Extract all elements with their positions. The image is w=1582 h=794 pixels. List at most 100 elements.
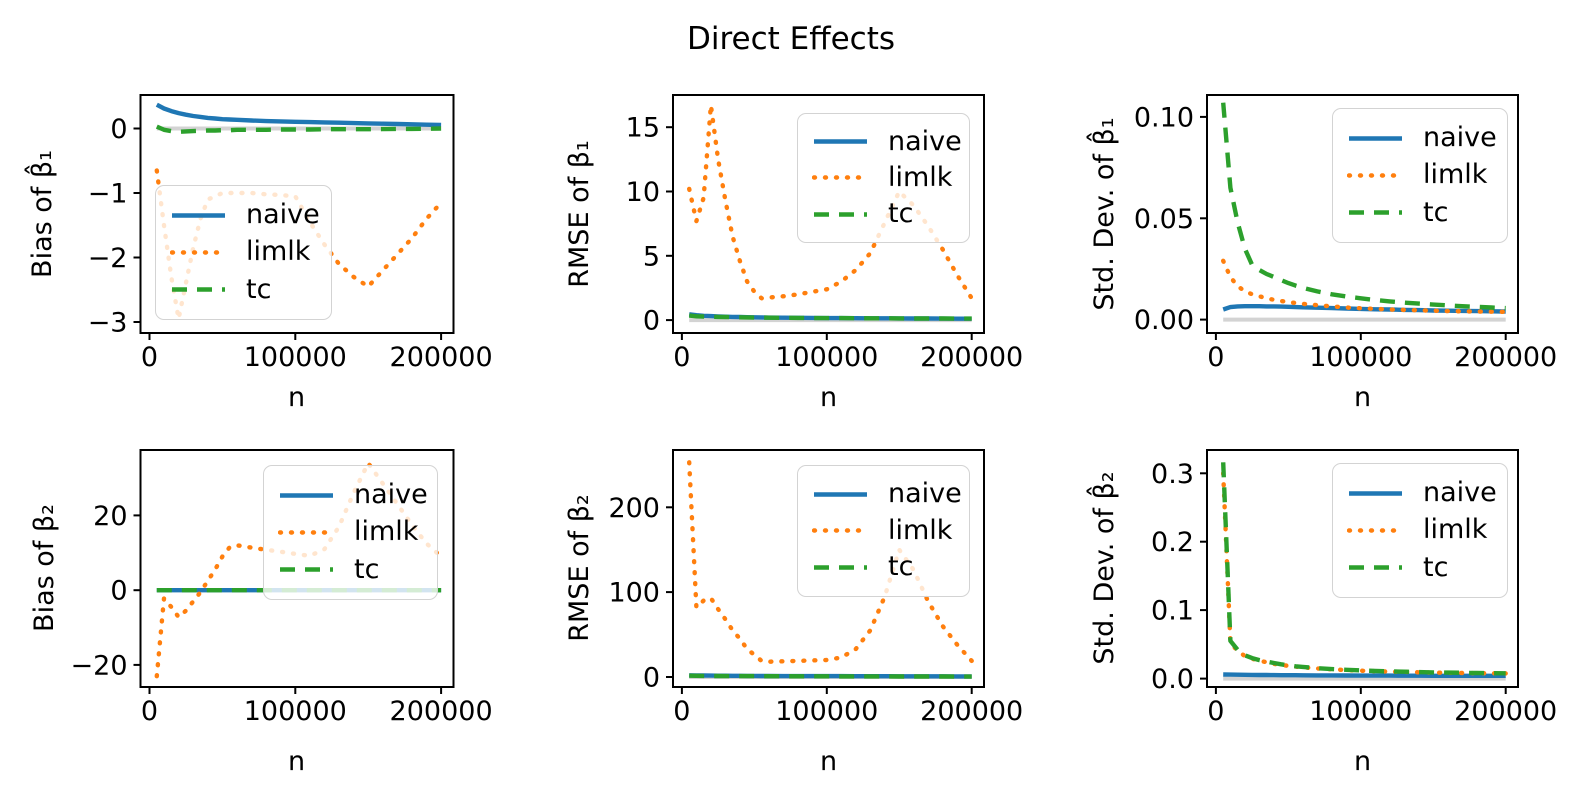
naive-line-sample xyxy=(1349,490,1402,496)
tc-line-sample xyxy=(1349,210,1402,216)
series-limlk xyxy=(154,168,444,321)
limlk-line-sample xyxy=(278,530,335,535)
x-tick-label: 200000 xyxy=(920,696,1023,727)
series-limlk xyxy=(1220,258,1508,315)
limlk-line-sample xyxy=(812,175,869,181)
x-tick-label: 200000 xyxy=(1454,342,1557,373)
y-tick-label: 0 xyxy=(110,114,127,145)
legend-item-naive: naive xyxy=(812,478,962,510)
legend-item-tc: tc xyxy=(812,198,955,230)
x-tick-label: 0 xyxy=(673,342,690,373)
legend-item-label: naive xyxy=(246,198,320,230)
tc-line-sample xyxy=(814,211,867,217)
legend: naive limlk tc xyxy=(263,465,438,600)
y-axis-label: Bias of β₂ xyxy=(29,504,60,632)
legend-item-naive: naive xyxy=(278,479,428,511)
legend-item-naive: naive xyxy=(812,126,962,158)
legend-item-label: tc xyxy=(888,551,914,583)
y-tick-label: −20 xyxy=(71,650,128,681)
legend-item-label: limlk xyxy=(1423,514,1488,546)
legend-item-tc: tc xyxy=(812,551,955,583)
y-tick-label: 0.3 xyxy=(1151,459,1194,490)
series-naive xyxy=(689,673,972,679)
legend-item-label: naive xyxy=(1423,476,1497,508)
x-axis-label: n xyxy=(819,382,838,413)
y-axis-label: RMSE of β₂ xyxy=(564,494,595,642)
legend-item-limlk: limlk xyxy=(1347,159,1493,191)
y-tick-label: −1 xyxy=(88,179,128,210)
subplot-std-dev-beta2: 0 100000 200000 0.0 0.1 0.2 0.3 Std. Dev. of β… xyxy=(1055,420,1582,794)
axes-box xyxy=(139,449,455,688)
x-axis-label: n xyxy=(287,382,306,413)
legend-item-label: limlk xyxy=(354,516,419,548)
x-tick-label: 200000 xyxy=(390,342,493,373)
legend-item-tc: tc xyxy=(1347,197,1493,229)
series-tc xyxy=(1221,462,1506,676)
legend-item-naive: naive xyxy=(1347,477,1497,509)
x-axis-label: n xyxy=(287,746,306,777)
limlk-line-sample xyxy=(1347,173,1404,178)
axes-box xyxy=(672,449,985,688)
naive-line-sample xyxy=(814,492,867,497)
y-tick-label: 0 xyxy=(110,576,127,607)
y-tick-label: 0.0 xyxy=(1151,664,1194,695)
legend-item-label: tc xyxy=(1423,551,1449,583)
x-axis-label: n xyxy=(1353,746,1372,777)
y-tick-label: 10 xyxy=(626,177,660,208)
y-tick-label: 20 xyxy=(93,501,127,532)
legend-item-label: limlk xyxy=(246,236,311,268)
series-tc xyxy=(155,124,442,135)
series-limlk xyxy=(154,460,444,679)
legend: naive limlk tc xyxy=(797,465,970,597)
naive-line-sample xyxy=(280,492,333,498)
subplot-rmse-beta1: 0 100000 200000 0 5 10 15 RMSE of β₁ n naive l… xyxy=(527,0,1055,420)
naive-line-sample xyxy=(814,139,867,145)
subplot-bias-beta1: 0 100000 200000 0 −1 −2 −3 Bias of β̂₁ n naive… xyxy=(0,0,527,420)
x-tick-label: 200000 xyxy=(920,342,1023,373)
x-tick-label: 0 xyxy=(1207,342,1224,373)
axes-box xyxy=(1206,94,1519,334)
x-tick-label: 0 xyxy=(673,696,690,727)
y-tick-label: 5 xyxy=(643,241,660,272)
legend-item-limlk: limlk xyxy=(812,162,955,194)
legend-item-label: tc xyxy=(888,197,914,229)
plot-area-std-dev-beta2: 0 100000 200000 0.0 0.1 0.2 0.3 xyxy=(1151,449,1557,727)
axes-box xyxy=(672,94,985,334)
x-tick-label: 0 xyxy=(141,696,158,727)
x-tick-label: 100000 xyxy=(775,696,878,727)
subplot-rmse-beta2: 0 100000 200000 0 100 200 RMSE of β₂ n naive … xyxy=(527,420,1055,794)
limlk-line-sample xyxy=(812,528,869,534)
tc-line-sample xyxy=(280,567,333,573)
x-tick-label: 100000 xyxy=(1309,342,1412,373)
legend-item-label: limlk xyxy=(888,161,953,193)
legend-item-label: tc xyxy=(1423,196,1449,228)
legend-item-label: tc xyxy=(246,273,272,305)
x-axis-label: n xyxy=(819,746,838,777)
legend-item-label: naive xyxy=(888,125,962,157)
legend-item-naive: naive xyxy=(170,198,320,231)
y-tick-label: −2 xyxy=(88,243,128,274)
legend-item-tc: tc xyxy=(278,554,423,586)
y-tick-label: −3 xyxy=(88,308,128,339)
y-tick-label: 15 xyxy=(626,113,660,144)
legend: naive limlk tc xyxy=(1332,108,1508,243)
legend: naive limlk tc xyxy=(1332,463,1508,598)
limlk-line-sample xyxy=(1347,528,1404,533)
y-tick-label: 0.00 xyxy=(1134,305,1194,336)
legend-item-label: limlk xyxy=(1423,159,1488,191)
legend-item-label: naive xyxy=(1423,121,1497,153)
legend-item-tc: tc xyxy=(170,274,317,306)
subplot-bias-beta2: 0 100000 200000 20 0 −20 Bias of β₂ n naive l… xyxy=(0,420,527,794)
y-tick-label: 0.1 xyxy=(1151,596,1194,627)
y-axis-label: Std. Dev. of β̂₂ xyxy=(1089,471,1120,665)
legend-item-tc: tc xyxy=(1347,552,1493,584)
series-naive xyxy=(1223,672,1506,679)
x-tick-label: 100000 xyxy=(244,342,347,373)
series-naive xyxy=(688,312,972,321)
y-tick-label: 100 xyxy=(608,578,660,609)
y-tick-label: 0.10 xyxy=(1134,102,1194,133)
limlk-line-sample xyxy=(170,250,227,255)
tc-line-sample xyxy=(1349,565,1402,571)
x-tick-label: 200000 xyxy=(1454,696,1557,727)
